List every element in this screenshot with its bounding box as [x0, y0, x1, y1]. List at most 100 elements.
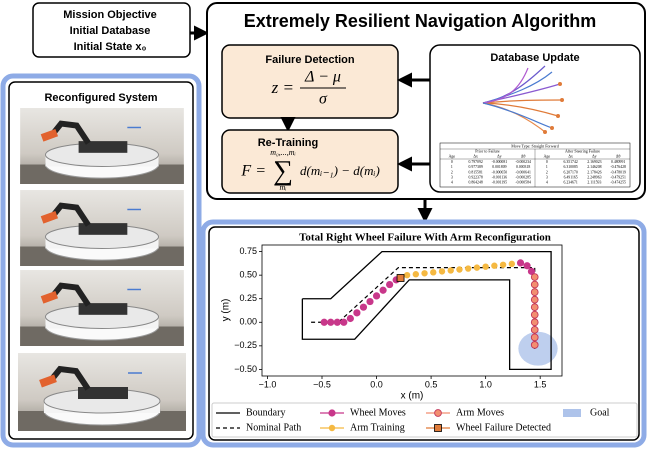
table-cell: -0.000584: [515, 181, 531, 185]
legend-label: Arm Moves: [456, 407, 504, 418]
table-cell: 3: [451, 175, 453, 179]
table-cell: -0.474255: [610, 181, 626, 185]
data-point: [531, 311, 538, 318]
table-cell: 6.310085: [564, 165, 578, 169]
table-cell: 0.000318: [516, 165, 530, 169]
x-tick-label: 1.0: [479, 379, 492, 389]
table-cell: -0.476428: [610, 165, 626, 169]
data-point: [517, 259, 524, 266]
table-cell: 0.797092: [469, 160, 483, 164]
sum-lower: mᵢ: [279, 183, 286, 192]
data-point: [531, 274, 538, 281]
legend-label: Wheel Failure Detected: [456, 422, 551, 433]
legend-symbol: [328, 409, 335, 416]
table-header: Δθ: [616, 153, 621, 158]
data-point: [413, 271, 419, 277]
data-point: [430, 269, 436, 275]
data-point: [531, 281, 538, 288]
box-title: Database Update: [490, 52, 579, 64]
table-cell: -0.001195: [492, 181, 507, 185]
data-point: [321, 319, 328, 326]
legend-label: Boundary: [246, 407, 285, 418]
data-point: [439, 268, 445, 274]
y-tick-label: −0.50: [234, 364, 257, 374]
table-cell: 1: [546, 165, 548, 169]
photo: [20, 270, 184, 346]
table-cell: 2.169023: [587, 160, 601, 164]
table-cell: 6.234671: [564, 181, 578, 185]
table-cell: 2: [451, 170, 453, 174]
data-point: [523, 262, 530, 269]
data-point: [360, 304, 367, 311]
input: Initial State x₀: [74, 41, 147, 53]
legend-symbol: [435, 410, 442, 417]
legend-label: Arm Training: [350, 422, 405, 433]
table-cell: 3: [546, 175, 548, 179]
y-axis-label: y (m): [221, 299, 232, 322]
data-point: [509, 261, 515, 267]
data-point: [531, 319, 538, 326]
formula-denominator: σ: [319, 91, 328, 108]
photo: [18, 353, 186, 431]
formula-numerator: Δ − μ: [304, 69, 341, 86]
legend-label: Goal: [590, 407, 610, 418]
data-point: [491, 263, 497, 269]
data-point: [531, 334, 538, 341]
data-point: [334, 319, 341, 326]
input: Initial Database: [70, 25, 151, 37]
chart-title: Total Right Wheel Failure With Arm Recon…: [299, 232, 551, 244]
formula-body: d(mᵢ₋₁) − d(mᵢ): [300, 163, 380, 178]
table-cell: 0.864248: [469, 181, 483, 185]
sum-upper: m₀,...,mᵢ: [270, 148, 296, 157]
data-point: [404, 272, 410, 278]
table-cell: 0: [451, 160, 453, 164]
data-point: [366, 298, 373, 305]
figure: Mission Objective Initial Database Initi…: [0, 0, 647, 448]
table-header: Δy: [497, 153, 502, 158]
photo: [20, 108, 184, 184]
y-tick-label: 0.75: [239, 246, 257, 256]
data-point: [386, 281, 393, 288]
table-cell: 6.207170: [564, 170, 578, 174]
data-point: [340, 319, 347, 326]
data-point: [531, 326, 538, 333]
table-header: Δx: [473, 153, 478, 158]
table-cell: 0.922378: [469, 175, 483, 179]
legend-label: Wheel Moves: [350, 407, 406, 418]
x-tick-label: −1.0: [259, 379, 277, 389]
data-point: [397, 274, 404, 281]
table-cell: 2: [546, 170, 548, 174]
x-tick-label: 0.5: [425, 379, 438, 389]
sum-symbol: ∑: [273, 155, 293, 186]
table-cell: -0.000234: [515, 160, 531, 164]
data-point: [474, 264, 480, 270]
table-cell: 0: [546, 160, 548, 164]
formula-lhs: z =: [271, 78, 294, 97]
table-header: Δx: [568, 153, 573, 158]
formula-lhs: F =: [240, 163, 266, 180]
photo: [20, 190, 184, 266]
data-point: [531, 341, 538, 348]
table-cell: 0.001809: [492, 165, 506, 169]
table-cell: -0.000641: [515, 170, 531, 174]
legend-symbol: [435, 425, 442, 432]
data-point: [421, 270, 427, 276]
table-cell: 6.351742: [564, 160, 578, 164]
table-cell: 2.146208: [587, 165, 601, 169]
box-title: Failure Detection: [265, 54, 355, 66]
table-cell: 6.491165: [564, 175, 578, 179]
table-cell: 0.815581: [469, 170, 483, 174]
input: Mission Objective: [63, 9, 157, 21]
data-point: [373, 292, 380, 299]
data-point: [465, 265, 471, 271]
y-tick-label: 0.50: [239, 270, 257, 280]
x-tick-label: −0.5: [313, 379, 331, 389]
y-tick-label: 0.25: [239, 293, 257, 303]
data-point: [531, 304, 538, 311]
data-point: [448, 267, 454, 273]
table-cell: 2.111593: [587, 181, 601, 185]
table-cell: 2.178426: [587, 170, 601, 174]
table-header: Age: [449, 153, 456, 158]
legend-symbol: [329, 425, 335, 431]
data-point: [482, 263, 488, 269]
